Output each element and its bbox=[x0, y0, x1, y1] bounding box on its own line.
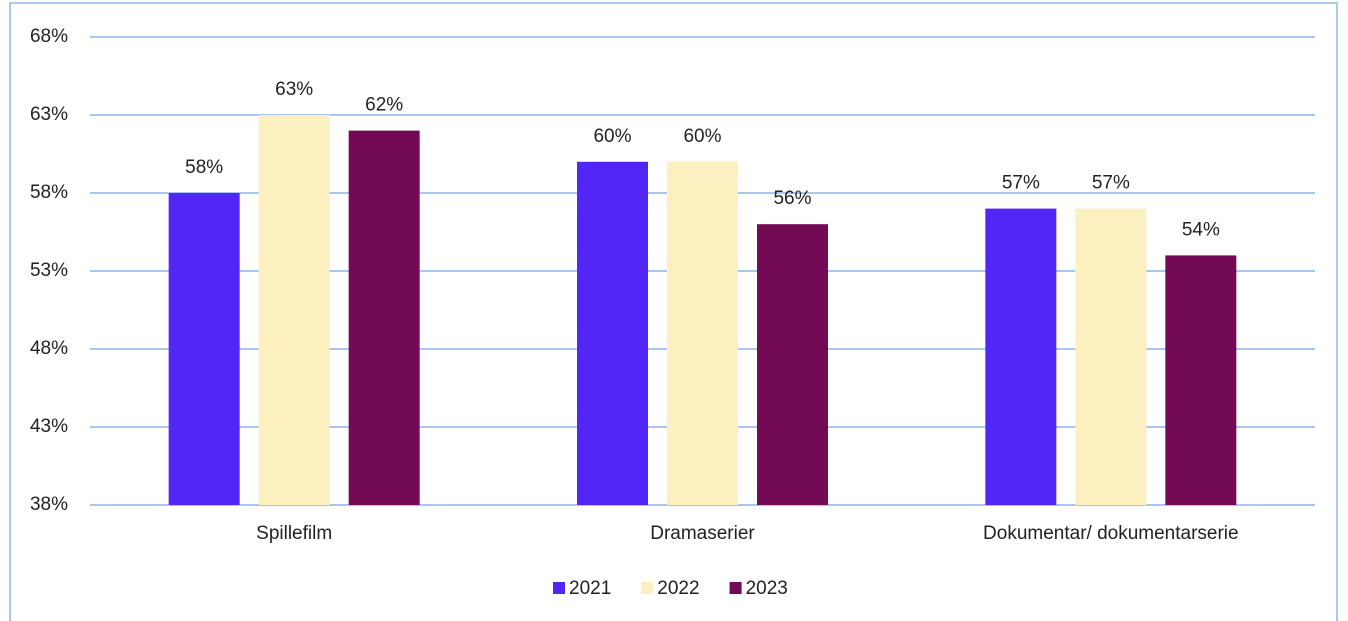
bar bbox=[258, 115, 330, 505]
y-tick-label: 38% bbox=[30, 494, 68, 515]
bar bbox=[1075, 208, 1147, 505]
bar bbox=[757, 224, 828, 505]
data-label: 54% bbox=[1182, 219, 1220, 240]
y-tick-label: 68% bbox=[30, 26, 68, 47]
bar bbox=[577, 161, 648, 506]
x-tick-label: Spillefilm bbox=[256, 523, 332, 544]
bar bbox=[348, 130, 420, 505]
chart-frame bbox=[9, 2, 1338, 621]
x-tick-label: Dramaserier bbox=[650, 523, 755, 544]
bar bbox=[1165, 255, 1237, 505]
data-label: 58% bbox=[185, 157, 223, 178]
data-label: 57% bbox=[1092, 173, 1130, 194]
bar bbox=[168, 193, 240, 505]
legend-swatch bbox=[641, 582, 654, 594]
y-tick-label: 48% bbox=[30, 338, 68, 359]
legend-label: 2022 bbox=[657, 578, 699, 599]
data-label: 60% bbox=[593, 126, 631, 147]
legend-swatch bbox=[729, 582, 742, 594]
bar bbox=[667, 161, 738, 506]
x-tick-label: Dokumentar/ dokumentarserie bbox=[983, 523, 1239, 544]
y-tick-label: 63% bbox=[30, 104, 68, 125]
data-label: 62% bbox=[365, 95, 403, 116]
legend-label: 2023 bbox=[746, 578, 788, 599]
data-label: 57% bbox=[1002, 173, 1040, 194]
data-label: 56% bbox=[773, 188, 811, 209]
legend-label: 2021 bbox=[569, 578, 611, 599]
y-tick-label: 53% bbox=[30, 260, 68, 281]
y-tick-label: 58% bbox=[30, 182, 68, 203]
legend-swatch bbox=[553, 582, 565, 594]
data-label: 60% bbox=[683, 126, 721, 147]
y-tick-label: 43% bbox=[30, 416, 68, 437]
bar bbox=[985, 208, 1057, 505]
data-label: 63% bbox=[275, 79, 313, 100]
